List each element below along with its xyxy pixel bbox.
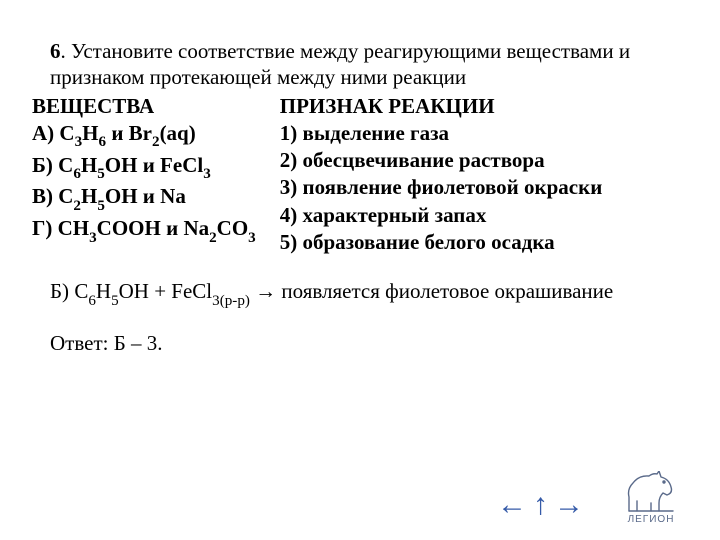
answer: Ответ: Б – 3. [50,331,670,356]
explanation: Б) C6H5OH + FeCl3(р-р) → появляется фиол… [50,278,670,309]
logo: ЛЕГИОН [612,471,690,525]
logo-text: ЛЕГИОН [612,514,690,525]
question-number: 6 [50,39,61,63]
nav-up-icon[interactable]: ↑ [533,488,554,522]
right-item: 5) образование белого осадка [280,229,603,256]
nav-right-icon[interactable]: → [554,488,590,522]
left-item: Б) C6H5OH и FeCl3 [32,152,256,184]
question-text: 6. Установите соответствие между реагиру… [50,38,670,91]
right-item: 2) обесцвечивание раствора [280,147,603,174]
nav-left-icon[interactable]: ← [497,488,533,522]
nav-arrows: ←↑→ [497,488,590,522]
right-column: ПРИЗНАК РЕАКЦИИ 1) выделение газа 2) обе… [280,93,603,257]
left-column: ВЕЩЕСТВА А) C3H6 и Br2(aq) Б) C6H5OH и F… [32,93,256,257]
right-item: 3) появление фиолетовой окраски [280,174,603,201]
left-header: ВЕЩЕСТВА [32,93,256,120]
columns: ВЕЩЕСТВА А) C3H6 и Br2(aq) Б) C6H5OH и F… [32,93,670,257]
right-header: ПРИЗНАК РЕАКЦИИ [280,93,603,120]
left-item: В) C2H5OH и Na [32,183,256,215]
horse-icon [623,471,679,513]
left-item: А) C3H6 и Br2(aq) [32,120,256,152]
left-item: Г) CH3COOH и Na2CO3 [32,215,256,247]
right-item: 4) характерный запах [280,202,603,229]
slide: 6. Установите соответствие между реагиру… [0,0,720,540]
right-item: 1) выделение газа [280,120,603,147]
question-body: . Установите соответствие между реагирую… [50,39,630,89]
